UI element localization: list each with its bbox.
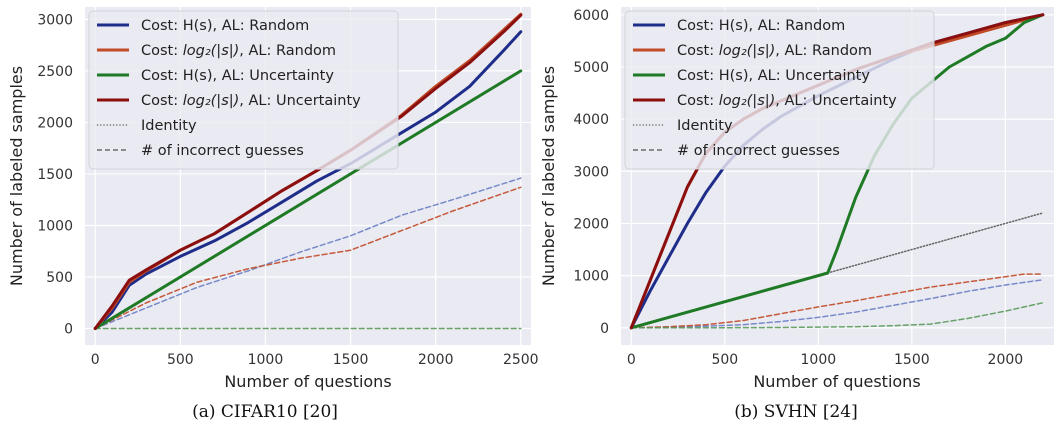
legend-label: Cost: H(s), AL: Uncertainty xyxy=(141,68,334,84)
legend-label-math: log₂(|s|) xyxy=(183,93,240,109)
legend-box xyxy=(88,10,399,170)
legend-label-text: # of incorrect guesses xyxy=(141,143,304,159)
x-tick-label: 0 xyxy=(91,352,100,368)
x-tick-label: 1000 xyxy=(248,352,284,368)
series-line-0 xyxy=(93,30,523,330)
series-line-5 xyxy=(94,186,522,330)
y-tick-label: 1000 xyxy=(37,218,73,234)
legend-label-text: Cost: xyxy=(141,43,183,59)
legend-label-text: , AL: Uncertainty xyxy=(239,93,361,109)
legend-label-math: log₂(|s|) xyxy=(719,93,776,109)
legend-label-text: Cost: H(s), AL: Random xyxy=(677,18,845,34)
legend-label: Cost: H(s), AL: Random xyxy=(141,18,309,34)
legend-label: # of incorrect guesses xyxy=(141,143,304,159)
y-axis-label: Number of labeled samples xyxy=(7,66,26,286)
x-tick-label: 0 xyxy=(627,352,636,368)
series-line-3 xyxy=(93,13,523,330)
series-line-7 xyxy=(630,302,1044,329)
series-line-2 xyxy=(93,69,523,330)
x-tick-label: 500 xyxy=(711,352,738,368)
series-line-5 xyxy=(630,279,1044,329)
legend-label: Cost: H(s), AL: Random xyxy=(677,18,845,34)
y-tick-label: 6000 xyxy=(573,8,609,24)
x-tick-label: 2500 xyxy=(503,352,539,368)
chart-svhn: 0 500 1000 1500 2000 0 1000 2000 3000 4000 5000 600… xyxy=(539,7,1054,422)
y-tick-label: 0 xyxy=(600,321,609,337)
x-axis-label: Number of questions xyxy=(224,372,391,391)
legend-label-text: Identity xyxy=(677,118,733,134)
legend-label: Cost: H(s), AL: Uncertainty xyxy=(677,68,870,84)
y-tick-label: 3000 xyxy=(37,12,73,28)
series-line-6 xyxy=(630,273,1044,329)
tick-labels: 0 500 1000 1500 2000 0 1000 2000 3000 4000 5000 600… xyxy=(573,8,1023,368)
series-group xyxy=(93,12,523,330)
legend-label: Cost: log₂(|s|), AL: Uncertainty xyxy=(677,93,897,109)
x-axis-label: Number of questions xyxy=(753,372,920,391)
x-tick-label: 1000 xyxy=(801,352,837,368)
legend-label-text: Cost: xyxy=(677,93,719,109)
legend-label: Identity xyxy=(141,118,197,134)
y-tick-label: 500 xyxy=(46,270,73,286)
legend-label-math: log₂(|s|) xyxy=(719,43,776,59)
caption: (b) SVHN [24] xyxy=(734,402,857,422)
y-tick-label: 0 xyxy=(64,322,73,338)
legend-label-text: # of incorrect guesses xyxy=(677,143,840,159)
legend-label-text: Cost: xyxy=(141,93,183,109)
series-line-4 xyxy=(94,177,522,330)
legend-label-text: Cost: H(s), AL: Random xyxy=(141,18,309,34)
y-tick-label: 1000 xyxy=(573,269,609,285)
x-tick-label: 2000 xyxy=(418,352,454,368)
legend-label: # of incorrect guesses xyxy=(677,143,840,159)
series-line-4 xyxy=(826,212,1044,274)
y-tick-label: 2500 xyxy=(37,64,73,80)
y-tick-label: 1500 xyxy=(37,167,73,183)
y-tick-label: 2000 xyxy=(573,216,609,232)
legend-label: Cost: log₂(|s|), AL: Uncertainty xyxy=(141,93,361,109)
legend-label-text: , AL: Uncertainty xyxy=(775,93,897,109)
y-tick-label: 4000 xyxy=(573,112,609,128)
tick-labels: 0 500 1000 1500 2000 2500 0 500 1000 1500 2000 2500… xyxy=(37,12,538,368)
legend-label-text: Identity xyxy=(141,118,197,134)
x-tick-label: 1500 xyxy=(333,352,369,368)
legend-label: Identity xyxy=(677,118,733,134)
x-tick-label: 500 xyxy=(167,352,194,368)
legend-box xyxy=(624,10,935,170)
legend-label-text: Cost: H(s), AL: Uncertainty xyxy=(677,68,870,84)
legend-label-math: log₂(|s|) xyxy=(183,43,240,59)
legend-label-text: , AL: Random xyxy=(775,43,872,59)
y-tick-label: 2000 xyxy=(37,115,73,131)
legend-label-text: Cost: xyxy=(677,43,719,59)
x-tick-label: 1500 xyxy=(894,352,930,368)
caption: (a) CIFAR10 [20] xyxy=(192,402,338,422)
legend-label: Cost: log₂(|s|), AL: Random xyxy=(677,43,872,59)
y-tick-label: 5000 xyxy=(573,60,609,76)
y-tick-label: 3000 xyxy=(573,164,609,180)
legend-label-text: , AL: Random xyxy=(239,43,336,59)
legend-label-text: Cost: H(s), AL: Uncertainty xyxy=(141,68,334,84)
legend-label: Cost: log₂(|s|), AL: Random xyxy=(141,43,336,59)
y-axis-label: Number of labeled samples xyxy=(539,66,558,286)
chart-cifar10: 0 500 1000 1500 2000 2500 0 500 1000 1500 2000 2500… xyxy=(7,7,539,422)
x-tick-label: 2000 xyxy=(988,352,1024,368)
